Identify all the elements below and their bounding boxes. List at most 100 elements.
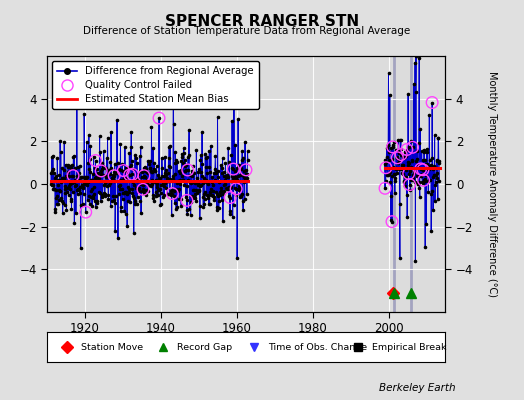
Point <box>228 118 236 124</box>
Point <box>172 180 181 186</box>
Point <box>140 172 148 179</box>
Point <box>159 178 168 185</box>
Point <box>122 211 130 217</box>
Point <box>161 172 170 178</box>
Point <box>194 182 202 188</box>
Point <box>208 179 216 186</box>
Point <box>388 172 397 179</box>
Point <box>194 166 203 172</box>
Point <box>238 198 247 204</box>
Point <box>144 158 152 164</box>
Point <box>78 178 86 184</box>
Point <box>134 188 143 194</box>
Point <box>419 177 428 184</box>
Point <box>94 170 102 176</box>
Point <box>121 189 129 195</box>
Point <box>180 163 189 169</box>
Point <box>143 176 151 183</box>
Point <box>425 112 433 118</box>
Point <box>403 159 412 166</box>
Point <box>122 165 130 171</box>
Point <box>231 185 239 191</box>
Point <box>84 197 92 203</box>
Point <box>150 160 158 166</box>
Point <box>419 180 428 186</box>
Point <box>85 201 94 207</box>
Point <box>192 147 201 153</box>
Point <box>80 181 88 187</box>
Point <box>129 230 138 236</box>
Point <box>47 168 56 174</box>
Point <box>181 168 189 174</box>
Point <box>434 195 442 202</box>
Point <box>85 156 94 162</box>
Point <box>185 206 193 212</box>
Point <box>435 160 443 166</box>
Point <box>226 194 234 201</box>
Point <box>405 160 413 166</box>
Point <box>141 192 150 198</box>
Point <box>139 186 147 192</box>
Point <box>125 172 134 178</box>
Point <box>216 184 225 191</box>
Point <box>429 166 437 172</box>
Point <box>196 152 205 158</box>
Point <box>125 172 134 178</box>
Point <box>418 148 426 154</box>
Point <box>161 180 170 186</box>
Point <box>398 162 406 168</box>
Point <box>211 166 219 173</box>
Point <box>128 158 136 164</box>
Point <box>53 155 61 161</box>
Point <box>172 206 180 212</box>
Point <box>84 166 93 173</box>
Point <box>389 164 397 170</box>
Point <box>238 148 246 155</box>
Point <box>55 197 63 203</box>
Point <box>209 188 217 194</box>
Point <box>133 178 141 184</box>
Point <box>159 178 167 185</box>
Point <box>232 186 241 192</box>
Point <box>410 168 419 174</box>
Text: Time of Obs. Change: Time of Obs. Change <box>268 342 367 352</box>
Point <box>163 177 171 183</box>
Point <box>101 192 109 199</box>
Point <box>159 194 167 201</box>
Point <box>414 181 422 188</box>
Point <box>210 194 219 200</box>
Point <box>69 188 77 195</box>
Point <box>126 198 134 205</box>
Point <box>406 182 414 188</box>
Point <box>195 183 204 189</box>
Point <box>145 182 153 188</box>
Point <box>179 159 187 166</box>
Point <box>155 115 163 121</box>
Point <box>86 169 94 175</box>
Point <box>191 195 200 201</box>
Point <box>410 179 419 186</box>
Point <box>81 176 89 182</box>
Point <box>432 164 441 171</box>
Point <box>407 164 415 170</box>
Point <box>169 121 178 127</box>
Point <box>50 174 59 181</box>
Point <box>100 148 108 154</box>
Point <box>165 190 173 197</box>
Point <box>48 182 57 188</box>
Point <box>425 177 434 183</box>
Point <box>203 195 212 201</box>
Point <box>148 169 157 175</box>
Point <box>107 175 116 181</box>
Point <box>118 196 127 202</box>
Point <box>394 136 402 143</box>
Point <box>408 158 417 164</box>
Point <box>145 161 154 167</box>
Point <box>102 174 110 180</box>
Point <box>382 164 390 171</box>
Point <box>396 201 404 208</box>
Point <box>191 187 200 194</box>
Point <box>430 172 438 179</box>
Point <box>217 162 225 168</box>
Point <box>384 141 392 148</box>
